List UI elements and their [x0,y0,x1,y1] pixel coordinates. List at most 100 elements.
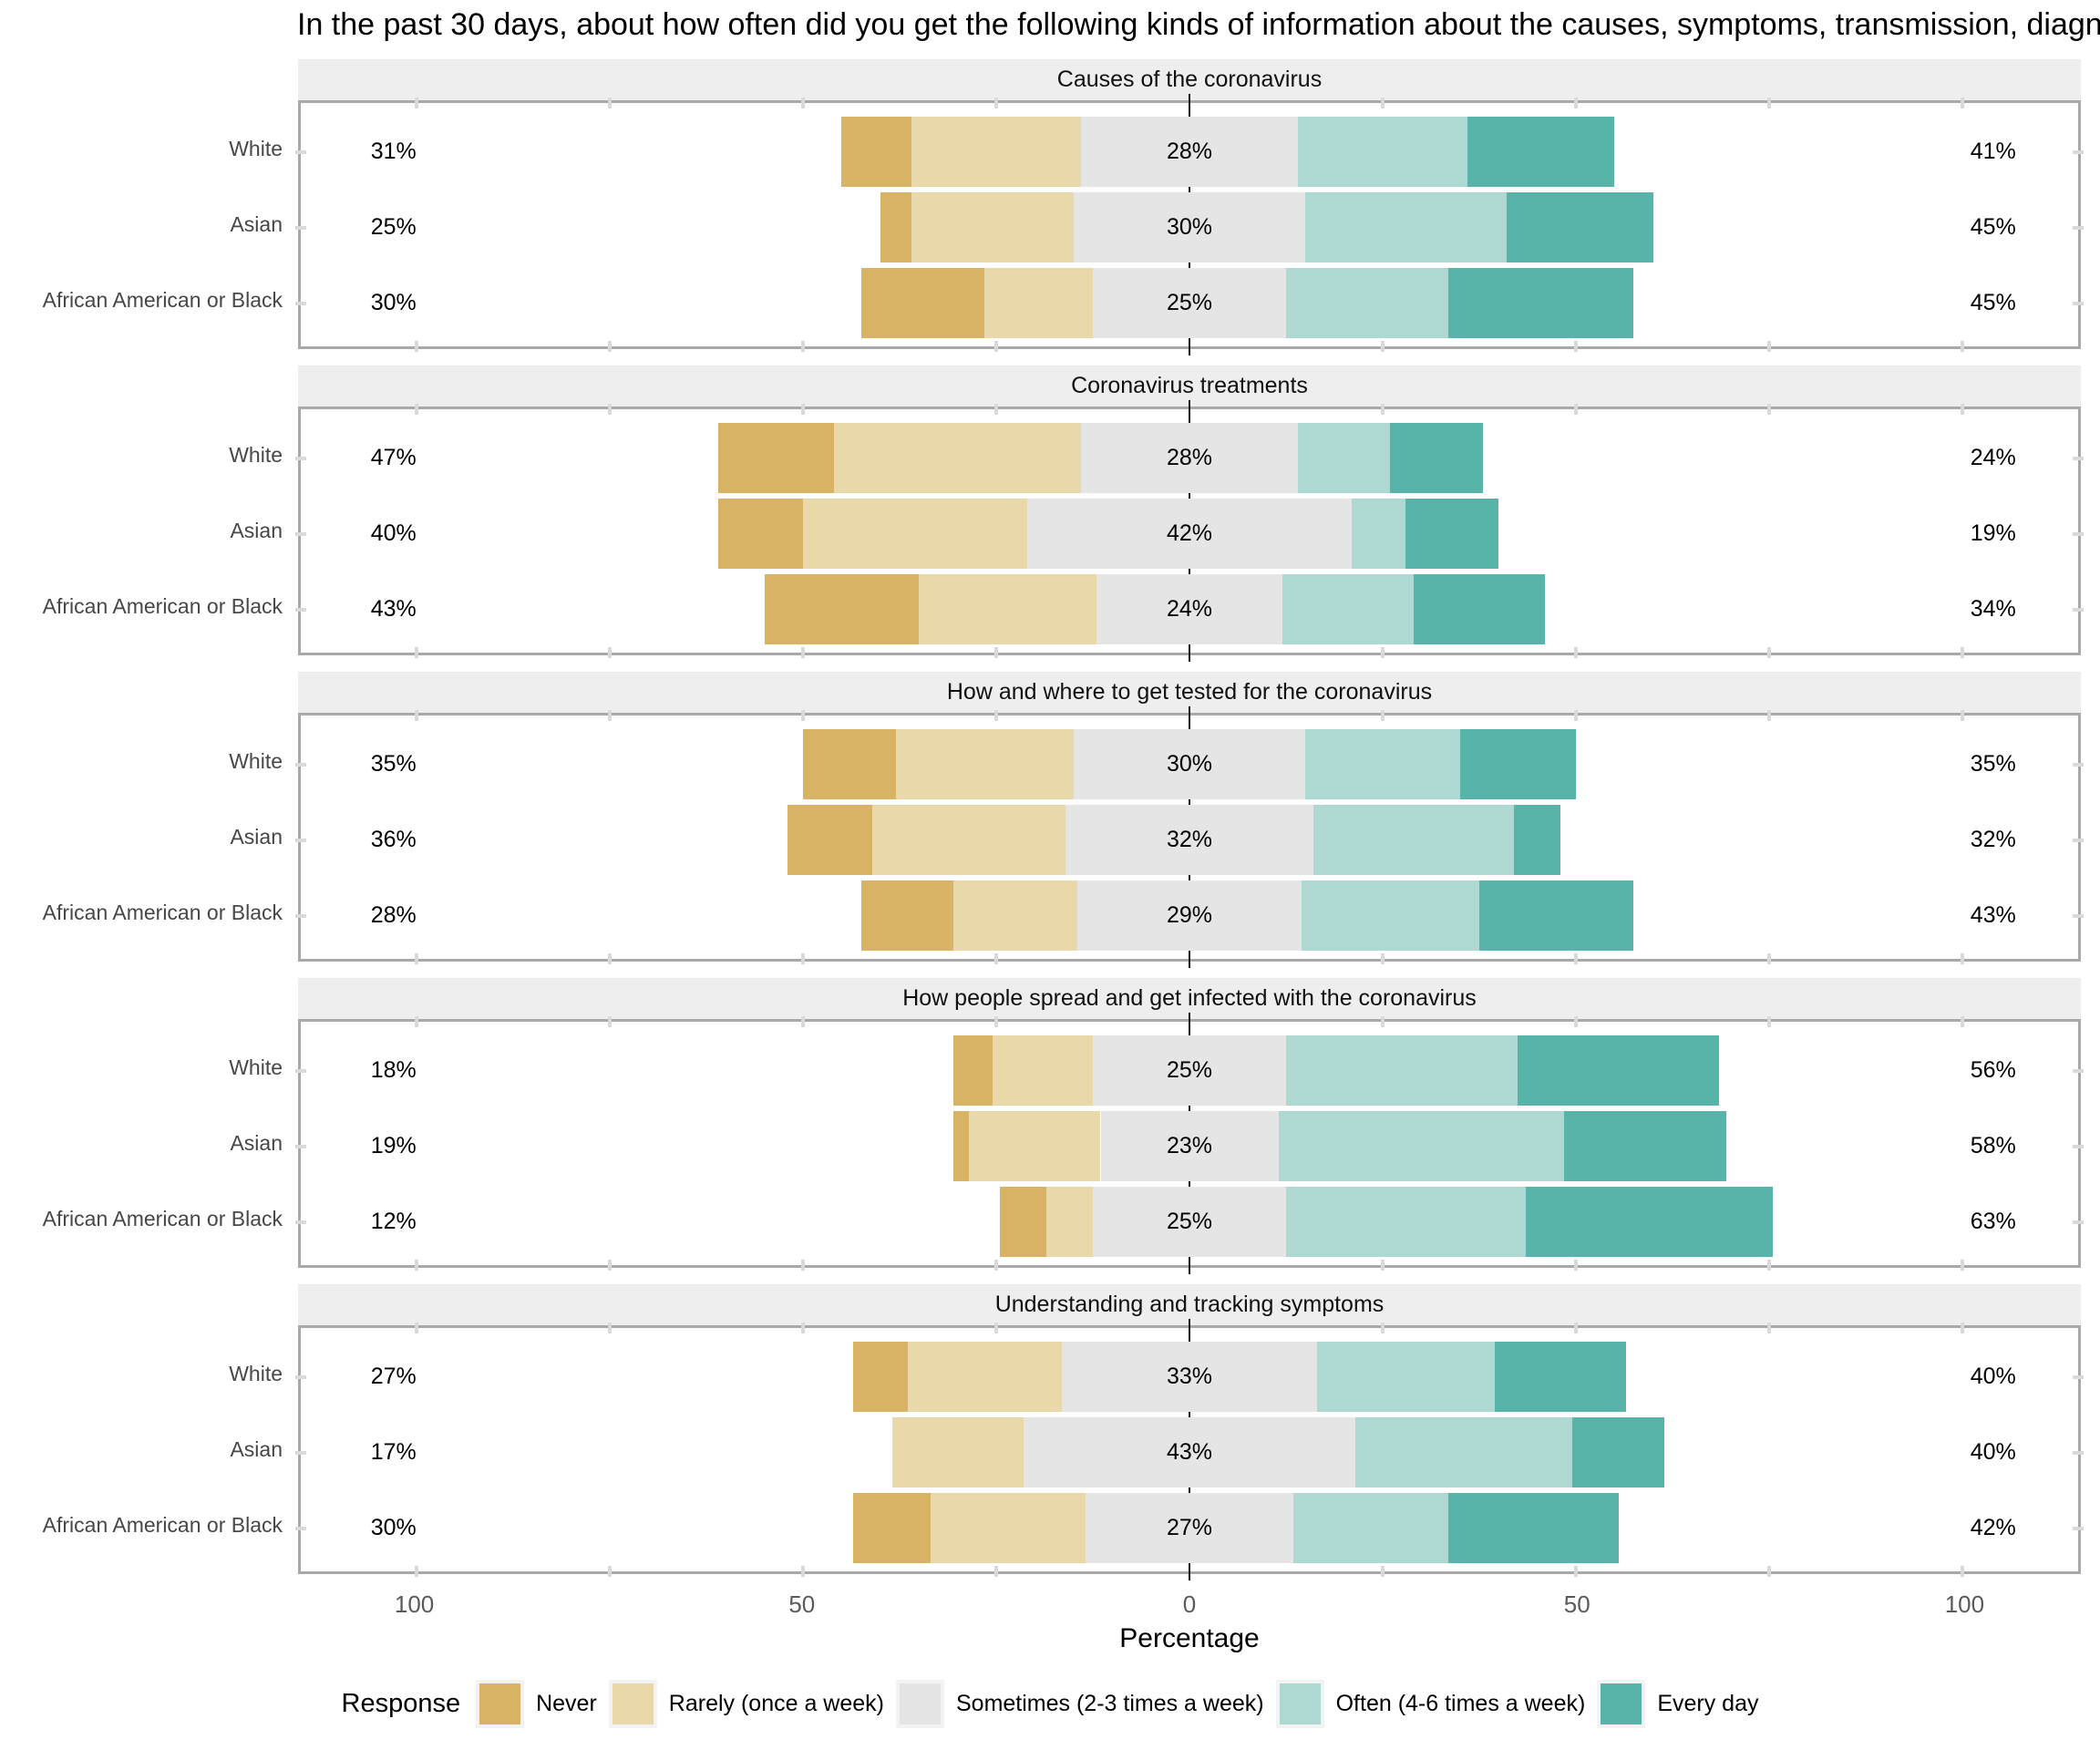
bar-segment-every_day [1506,192,1653,262]
axis-tick-notch [994,953,999,964]
axis-tick-notch [801,1566,806,1577]
bar-segment-rarely [919,574,1097,644]
center-total-label: 30% [1166,213,1213,240]
bar-segment-rarely [895,729,1074,799]
left-total-label: 12% [370,1208,417,1234]
panel-body-inner: 47% 28% 24% 40% 42% 19% 43% 24% 34% [295,400,2084,662]
x-tick-label: 100 [1944,1590,1985,1618]
bar-segment-often [1301,880,1479,951]
axis-tick-notch [1573,1016,1578,1027]
axis-tick-notch [1766,1323,1771,1333]
panel-body-inner: 27% 33% 40% 17% 43% 40% 30% 27% 42% [295,1319,2084,1580]
row-tick-notch [2073,225,2084,230]
center-total-label: 28% [1166,444,1213,470]
bar-segment-often [1282,574,1414,644]
center-total-label: 24% [1166,595,1213,622]
legend-swatch-often [1279,1683,1321,1724]
axis-tick-notch [608,953,612,964]
bar-segment-every_day [1518,1035,1719,1106]
bar-segment-rarely [911,117,1082,187]
bar-segment-never [1000,1187,1047,1257]
bar-segment-never [841,117,911,187]
bar-segment-never [764,574,920,644]
row-tick-notch [295,456,306,460]
right-total-label: 34% [1970,595,2016,622]
legend-label: Never [536,1690,597,1716]
axis-tick-notch [1380,1566,1385,1577]
chart-title: In the past 30 days, about how often did… [297,7,2100,42]
axis-tick-notch [608,1260,612,1271]
bar-segment-sometimes [1073,192,1306,262]
panel-body: 31% 28% 41% 25% 30% 45% 30% 25% 45% [295,94,2084,355]
bar-segment-never [860,880,954,951]
bar-segment-often [1305,192,1507,262]
row-tick-notch [295,1144,306,1148]
axis-tick-notch [1573,98,1578,108]
bar-segment-often [1297,117,1468,187]
right-total-label: 45% [1970,289,2016,315]
axis-tick-notch [415,98,419,108]
row-tick-notch [295,1374,306,1379]
row-tick-notch [295,1526,306,1530]
row-tick-notch [2073,1220,2084,1224]
left-total-label: 30% [370,1514,417,1540]
axis-tick-notch [1380,1016,1385,1027]
axis-tick-notch [801,710,806,721]
center-total-label: 25% [1166,1056,1213,1083]
axis-tick-notch [1960,404,1964,415]
legend-item: Sometimes (2-3 times a week) [900,1683,1264,1724]
row-label: African American or Black [42,1512,283,1537]
axis-tick-notch [994,1016,999,1027]
row-label: White [229,136,283,160]
facet-title: How people spread and get infected with … [902,985,1477,1011]
row-tick-notch [2073,838,2084,842]
x-tick-label: 100 [394,1590,435,1618]
legend-item: Rarely (once a week) [612,1683,884,1724]
bar-segment-every_day [1571,1417,1665,1488]
bar-segment-every_day [1478,880,1634,951]
axis-tick-notch [801,404,806,415]
row-tick-notch [2073,1144,2084,1148]
axis-tick-notch [1573,1323,1578,1333]
bar-segment-sometimes [1093,268,1286,338]
axis-tick-notch [1766,953,1771,964]
row-label: African American or Black [42,900,283,924]
center-total-label: 29% [1166,901,1213,928]
row-label: Asian [230,824,283,849]
center-total-label: 32% [1166,826,1213,852]
axis-tick-notch [608,1323,612,1333]
bar-segment-often [1316,1342,1495,1412]
row-label: White [229,748,283,773]
axis-tick-notch [1380,953,1385,964]
facet-title: How and where to get tested for the coro… [946,679,1433,705]
row-tick-notch [2073,1526,2084,1530]
axis-tick-notch [1380,98,1385,108]
axis-tick-notch [994,1323,999,1333]
right-total-label: 35% [1970,750,2016,777]
bar-segment-every_day [1514,805,1560,875]
row-label: African American or Black [42,1206,283,1230]
axis-tick-notch [1380,1260,1385,1271]
axis-tick-notch [415,953,419,964]
axis-tick-notch [1573,647,1578,658]
axis-tick-notch [994,1260,999,1271]
row-label: Asian [230,1436,283,1461]
facet-panel: Coronavirus treatments 47% 28% 24% 40% 42% 19%… [0,365,2100,662]
x-tick-label: 50 [788,1590,816,1618]
bar-segment-every_day [1405,499,1499,569]
right-total-label: 42% [1970,1514,2016,1540]
axis-tick-notch [415,710,419,721]
panel-body-inner: 35% 30% 35% 36% 32% 32% 28% 29% 43% [295,706,2084,968]
row-tick-notch [2073,913,2084,918]
legend-item: Every day [1601,1683,1759,1724]
bar-segment-sometimes [1077,880,1302,951]
bar-segment-often [1278,1111,1565,1181]
row-label: African American or Black [42,287,283,312]
center-total-label: 25% [1166,1208,1213,1234]
bar-segment-rarely [992,1035,1093,1106]
row-tick-notch [2073,301,2084,305]
axis-tick-notch [415,1260,419,1271]
bar-segment-sometimes [1023,1417,1356,1488]
legend: Response Never Rarely (once a week) Someti… [0,1675,2100,1732]
legend-title: Response [341,1688,461,1718]
